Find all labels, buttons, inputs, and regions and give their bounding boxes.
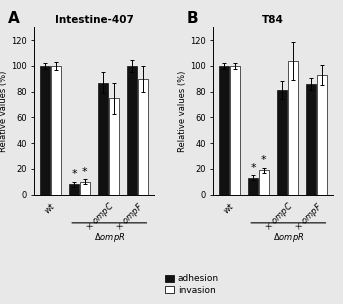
- Y-axis label: Relative values (%): Relative values (%): [0, 70, 8, 152]
- Bar: [277, 90, 287, 195]
- Bar: [138, 79, 148, 195]
- Text: *: *: [82, 167, 87, 177]
- Text: $\Delta$$\mathit{ompR}$: $\Delta$$\mathit{ompR}$: [273, 230, 304, 244]
- Legend: adhesion, invasion: adhesion, invasion: [163, 273, 221, 296]
- Bar: [40, 66, 50, 195]
- Y-axis label: Relative values (%): Relative values (%): [178, 70, 187, 152]
- Bar: [127, 66, 138, 195]
- Bar: [219, 66, 229, 195]
- Bar: [306, 84, 317, 195]
- Title: T84: T84: [262, 15, 284, 25]
- Text: $\Delta$$\mathit{ompR}$: $\Delta$$\mathit{ompR}$: [94, 230, 125, 244]
- Bar: [109, 98, 119, 195]
- Bar: [229, 66, 240, 195]
- Text: *: *: [71, 169, 77, 179]
- Title: Intestine-407: Intestine-407: [55, 15, 133, 25]
- Bar: [288, 61, 298, 195]
- Text: B: B: [187, 11, 199, 26]
- Bar: [248, 178, 258, 195]
- Bar: [317, 75, 327, 195]
- Text: *: *: [250, 163, 256, 173]
- Bar: [80, 182, 90, 195]
- Bar: [98, 83, 108, 195]
- Bar: [259, 170, 269, 195]
- Text: A: A: [8, 11, 20, 26]
- Bar: [50, 66, 61, 195]
- Bar: [69, 184, 79, 195]
- Text: *: *: [261, 155, 267, 165]
